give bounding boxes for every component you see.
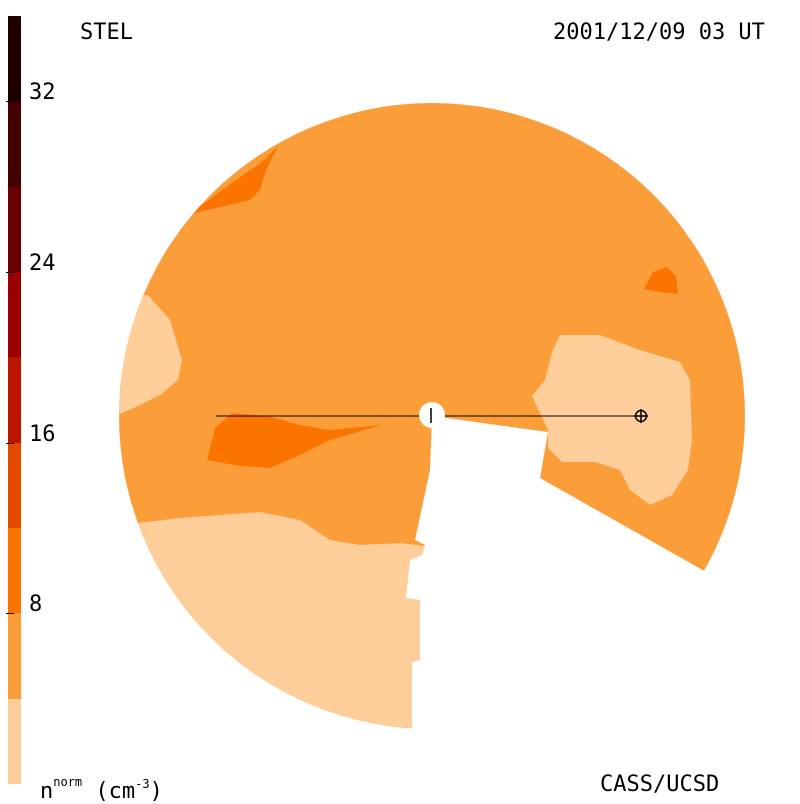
data-gap-wedge xyxy=(386,416,760,760)
colorbar-tick-label: 16 xyxy=(29,421,56,447)
colorbar-segment xyxy=(8,698,21,784)
colorbar-title-unit-exponent: -3 xyxy=(135,777,150,791)
colorbar-segment xyxy=(8,528,21,614)
low-density-region-right xyxy=(532,335,692,505)
colorbar-tick-label: 8 xyxy=(29,592,43,618)
station-label: STEL xyxy=(80,20,133,45)
enhanced-density-region-upper-left xyxy=(190,146,278,214)
enhanced-density-region-center-left xyxy=(207,413,382,468)
colorbar-segment xyxy=(8,186,21,272)
colorbar-segment xyxy=(8,101,21,187)
colorbar-segment xyxy=(8,442,21,528)
colorbar-title-superscript: norm xyxy=(53,775,83,789)
colorbar-title-unit-close: ) xyxy=(149,779,163,804)
colorbar-tick xyxy=(6,613,14,615)
colorbar-tick xyxy=(6,101,14,103)
enhanced-density-region-right xyxy=(644,267,678,294)
colorbar-segment xyxy=(8,16,21,102)
colorbar-segment xyxy=(8,613,21,699)
colorbar-tick xyxy=(6,272,14,273)
earth-icon xyxy=(634,409,648,423)
colorbar-segment xyxy=(8,357,21,443)
colorbar-title: nnorm (cm-3) xyxy=(40,770,163,804)
colorbar-title-symbol: n xyxy=(40,779,54,804)
timestamp-label: 2001/12/09 03 UT xyxy=(553,20,765,45)
low-density-region-lower-left xyxy=(120,512,440,729)
colorbar-tick xyxy=(6,442,14,444)
density-colorbar xyxy=(8,16,21,784)
colorbar-tick-label: 24 xyxy=(29,251,56,276)
sun-marker xyxy=(419,402,445,428)
credit-label: CASS/UCSD xyxy=(600,772,720,797)
colorbar-tick-label: 32 xyxy=(29,80,56,106)
colorbar-segment xyxy=(8,272,21,358)
